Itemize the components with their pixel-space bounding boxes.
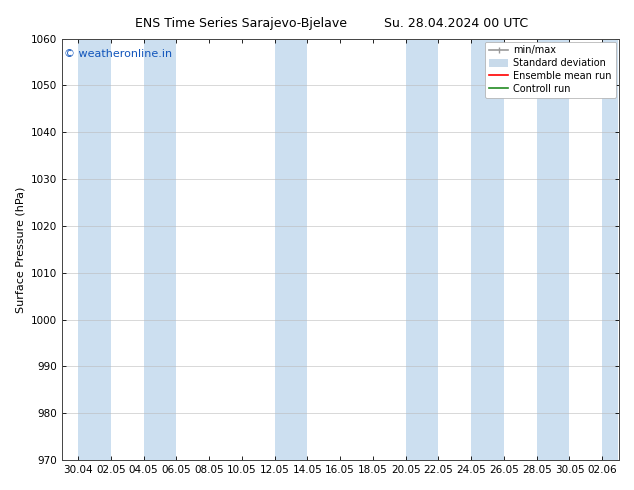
Bar [275, 39, 307, 460]
Bar [602, 39, 618, 460]
Bar [78, 39, 111, 460]
Bar [406, 39, 439, 460]
Text: Su. 28.04.2024 00 UTC: Su. 28.04.2024 00 UTC [384, 17, 529, 30]
Bar [471, 39, 504, 460]
Bar [143, 39, 176, 460]
Text: ENS Time Series Sarajevo-Bjelave: ENS Time Series Sarajevo-Bjelave [135, 17, 347, 30]
Legend: min/max, Standard deviation, Ensemble mean run, Controll run: min/max, Standard deviation, Ensemble me… [485, 42, 616, 98]
Y-axis label: Surface Pressure (hPa): Surface Pressure (hPa) [15, 186, 25, 313]
Text: © weatheronline.in: © weatheronline.in [65, 49, 172, 59]
Bar [537, 39, 569, 460]
